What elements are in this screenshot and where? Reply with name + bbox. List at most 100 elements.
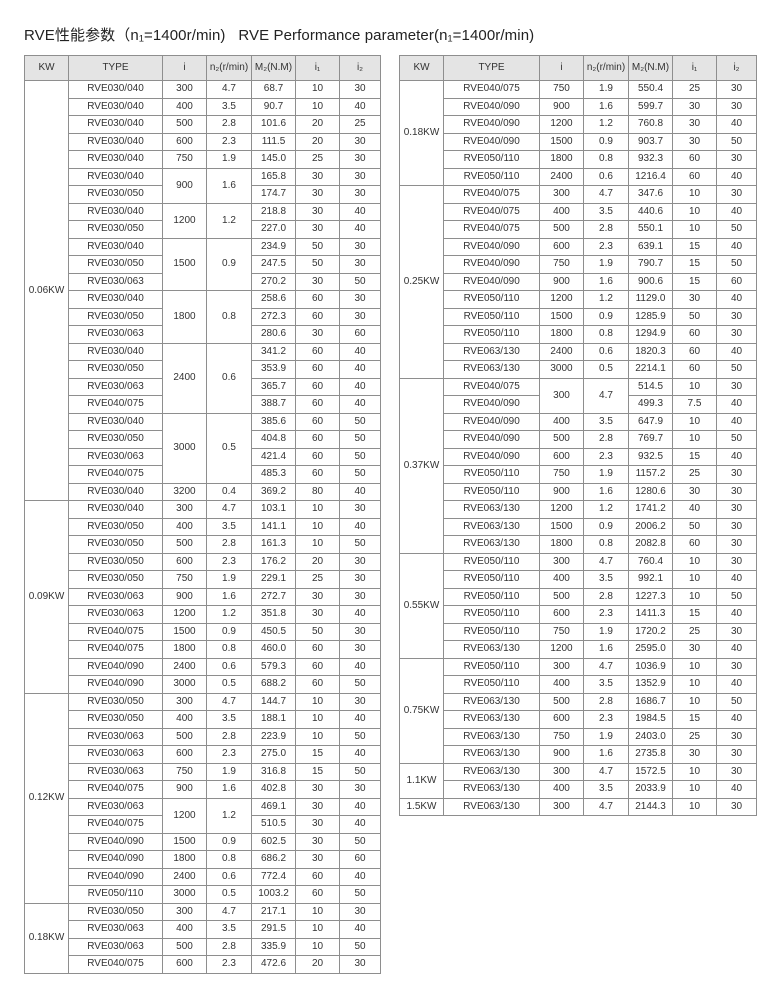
i2-cell: 50: [716, 587, 757, 606]
table-row: RVE063/130 1200 1.6 2595.0 30 40: [400, 640, 757, 659]
type-cell: RVE040/090: [443, 132, 540, 151]
output-speed-cell: 0.5: [583, 360, 629, 379]
table-row: RVE030/063 280.6 30 60: [25, 325, 381, 344]
i1-cell: 10: [672, 202, 717, 221]
table-row: RVE040/075 400 3.5 440.6 10 40: [400, 202, 757, 221]
i2-cell: 40: [716, 237, 757, 256]
torque-cell: 90.7: [251, 97, 296, 116]
output-speed-cell: 3.5: [583, 675, 629, 694]
i2-cell: 50: [339, 832, 381, 851]
torque-cell: 440.6: [628, 202, 673, 221]
ratio-cell: 2400: [162, 657, 207, 676]
type-cell: RVE050/110: [443, 622, 540, 641]
ratio-cell: 300: [539, 552, 584, 571]
i1-cell: 10: [672, 780, 717, 799]
torque-cell: 2033.9: [628, 780, 673, 799]
i1-cell: 60: [295, 360, 340, 379]
output-speed-cell: 3.5: [583, 412, 629, 431]
header-m2: M₂(N.M): [251, 55, 296, 81]
i1-cell: 15: [672, 447, 717, 466]
torque-cell: 1572.5: [628, 762, 673, 781]
i2-cell: 60: [339, 850, 381, 869]
i2-cell: 40: [339, 815, 381, 834]
torque-cell: 176.2: [251, 552, 296, 571]
torque-cell: 639.1: [628, 237, 673, 256]
i2-cell: 40: [339, 710, 381, 729]
ratio-cell: 3000: [162, 412, 207, 484]
torque-cell: 760.4: [628, 552, 673, 571]
i2-cell: 30: [716, 377, 757, 396]
type-cell: RVE040/090: [443, 447, 540, 466]
i1-cell: 30: [295, 272, 340, 291]
output-speed-cell: 4.7: [583, 657, 629, 676]
type-cell: RVE030/040: [68, 80, 163, 99]
i1-cell: 30: [295, 167, 340, 186]
table-row: RVE063/130 3000 0.5 2214.1 60 50: [400, 360, 757, 379]
i1-cell: 25: [295, 150, 340, 169]
i2-cell: 30: [339, 570, 381, 589]
table-row: RVE030/063 750 1.9 316.8 15 50: [25, 762, 381, 781]
i1-cell: 30: [295, 185, 340, 204]
i1-cell: 25: [672, 622, 717, 641]
output-speed-cell: 0.6: [583, 167, 629, 186]
i2-cell: 50: [716, 360, 757, 379]
output-speed-cell: 4.7: [583, 552, 629, 571]
type-cell: RVE040/090: [443, 97, 540, 116]
torque-cell: 217.1: [251, 902, 296, 921]
output-speed-cell: 4.7: [583, 762, 629, 781]
torque-cell: 421.4: [251, 447, 296, 466]
type-cell: RVE040/075: [68, 395, 163, 414]
i1-cell: 50: [672, 517, 717, 536]
ratio-cell: 2400: [539, 342, 584, 361]
output-speed-cell: 0.5: [206, 885, 252, 904]
type-cell: RVE030/040: [68, 115, 163, 134]
output-speed-cell: 3.5: [206, 920, 252, 939]
torque-cell: 258.6: [251, 290, 296, 309]
type-cell: RVE050/110: [443, 657, 540, 676]
type-cell: RVE040/075: [443, 80, 540, 99]
kw-cell: 0.09KW: [24, 500, 69, 694]
table-row: RVE030/063 500 2.8 223.9 10 50: [25, 727, 381, 746]
table-row: RVE040/090 3000 0.5 688.2 60 50: [25, 675, 381, 694]
torque-cell: 272.3: [251, 307, 296, 326]
torque-cell: 2144.3: [628, 797, 673, 816]
table-row: RVE040/090 1200 1.2 760.8 30 40: [400, 115, 757, 134]
i1-cell: 50: [295, 237, 340, 256]
type-cell: RVE063/130: [443, 342, 540, 361]
i1-cell: 15: [672, 237, 717, 256]
i2-cell: 40: [339, 920, 381, 939]
torque-cell: 351.8: [251, 605, 296, 624]
torque-cell: 900.6: [628, 272, 673, 291]
i2-cell: 40: [339, 220, 381, 239]
i2-cell: 30: [716, 762, 757, 781]
i1-cell: 60: [295, 307, 340, 326]
torque-cell: 2595.0: [628, 640, 673, 659]
table-row: RVE040/075 900 1.6 402.8 30 30: [25, 780, 381, 799]
table-row: 1.1KW RVE063/130 300 4.7 1572.5 10 30: [399, 762, 757, 799]
torque-cell: 353.9: [251, 360, 296, 379]
type-cell: RVE030/050: [68, 902, 163, 921]
i1-cell: 30: [295, 797, 340, 816]
i1-cell: 10: [295, 902, 340, 921]
i1-cell: 30: [295, 850, 340, 869]
table-row: 0.06KW RVE030/040 300 4.7 68.7 10 30: [24, 80, 381, 501]
i1-cell: 60: [295, 867, 340, 886]
torque-cell: 1129.0: [628, 290, 673, 309]
torque-cell: 165.8: [251, 167, 296, 186]
i1-cell: 50: [295, 622, 340, 641]
i2-cell: 40: [339, 745, 381, 764]
performance-table-left: KW TYPE i n₂(r/min) M₂(N.M) i₁ i₂ 0.06KW RVE030/…: [24, 55, 381, 974]
type-cell: RVE040/090: [68, 850, 163, 869]
type-cell: RVE050/110: [443, 307, 540, 326]
type-cell: RVE040/090: [443, 412, 540, 431]
i2-cell: 40: [716, 640, 757, 659]
table-row: RVE050/110 1200 1.2 1129.0 30 40: [400, 290, 757, 309]
output-speed-cell: 0.5: [206, 412, 252, 484]
i1-cell: 25: [672, 80, 717, 99]
output-speed-cell: 1.2: [583, 290, 629, 309]
ratio-cell: 600: [162, 132, 207, 151]
type-cell: RVE063/130: [443, 360, 540, 379]
type-cell: RVE063/130: [443, 500, 540, 519]
type-cell: RVE030/063: [68, 797, 163, 816]
i2-cell: 30: [339, 622, 381, 641]
